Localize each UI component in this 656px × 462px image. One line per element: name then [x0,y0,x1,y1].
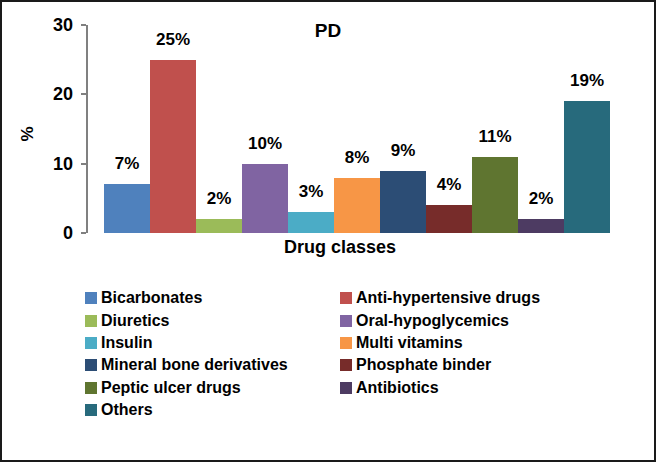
legend-item-others: Others [85,399,288,421]
legend-marker-icon [85,382,97,394]
bar-value-label: 2% [529,189,554,209]
legend-item-multi-vitamins: Multi vitamins [340,332,540,354]
legend-column-2: Anti-hypertensive drugs Oral-hypoglycemic… [340,287,540,399]
bar-value-label: 10% [248,134,282,154]
legend-item-bicarbonates: Bicarbonates [85,287,288,309]
legend-marker-icon [340,382,352,394]
bar-anti-hypertensive-drugs [150,60,196,233]
legend-marker-icon [85,292,97,304]
y-tick-mark-20 [81,93,86,95]
legend-label: Oral-hypoglycemics [356,312,509,330]
y-tick-label-10: 10 [28,154,73,174]
bar-value-label: 19% [570,71,604,91]
bar-group-phosphate-binder: 4% [426,25,472,233]
legend-marker-icon [340,292,352,304]
legend-label: Mineral bone derivatives [101,356,288,374]
bar-group-bicarbonates: 7% [104,25,150,233]
bar-oral-hypoglycemics [242,164,288,233]
bar-mineral-bone-derivatives [380,171,426,233]
bar-group-others: 19% [564,25,610,233]
bar-others [564,101,610,233]
chart-frame: PD % 0102030 7%25%2%10%3%8%9%4%11%2%19% … [0,0,656,462]
bar-group-insulin: 3% [288,25,334,233]
legend-label: Diuretics [101,312,169,330]
bar-peptic-ulcer-drugs [472,157,518,233]
bar-value-label: 9% [391,141,416,161]
bar-multi-vitamins [334,178,380,233]
legend-label: Anti-hypertensive drugs [356,289,540,307]
bar-value-label: 2% [207,189,232,209]
legend-item-insulin: Insulin [85,332,288,354]
plot-area: 7% 25% 2% 10% 3% 8% 9% 4% 11% 2% 19% [104,25,610,233]
bar-value-label: 7% [115,154,140,174]
x-axis-title: Drug classes [60,237,620,258]
bar-value-label: 25% [156,30,190,50]
bar-value-label: 8% [345,148,370,168]
y-tick-mark-10 [81,163,86,165]
bar-group-multi-vitamins: 8% [334,25,380,233]
legend-item-phosphate-binder: Phosphate binder [340,354,540,376]
bar-diuretics [196,219,242,233]
y-axis-line [86,25,88,233]
legend-item-anti-hypertensive-drugs: Anti-hypertensive drugs [340,287,540,309]
legend-marker-icon [85,315,97,327]
legend-label: Phosphate binder [356,356,491,374]
bar-insulin [288,212,334,233]
bar-bicarbonates [104,184,150,233]
bar-value-label: 11% [478,127,511,147]
legend-item-diuretics: Diuretics [85,309,288,331]
legend-item-peptic-ulcer-drugs: Peptic ulcer drugs [85,377,288,399]
legend-marker-icon [85,337,97,349]
legend-item-antibiotics: Antibiotics [340,377,540,399]
y-tick-label-30: 30 [28,15,73,35]
legend-column-1: Bicarbonates Diuretics Insulin Mineral bone… [85,287,288,421]
legend-marker-icon [340,337,352,349]
y-axis-title: % [18,122,38,146]
legend-marker-icon [340,315,352,327]
legend-label: Others [101,401,153,419]
bar-group-peptic-ulcer-drugs: 11% [472,25,518,233]
legend-marker-icon [85,359,97,371]
y-tick-mark-30 [81,24,86,26]
legend-marker-icon [85,404,97,416]
legend-marker-icon [340,359,352,371]
bar-antibiotics [518,219,564,233]
bar-group-anti-hypertensive-drugs: 25% [150,25,196,233]
legend-label: Multi vitamins [356,334,463,352]
bar-group-antibiotics: 2% [518,25,564,233]
bar-value-label: 4% [437,175,462,195]
bar-group-oral-hypoglycemics: 10% [242,25,288,233]
bar-group-mineral-bone-derivatives: 9% [380,25,426,233]
legend-item-mineral-bone-derivatives: Mineral bone derivatives [85,354,288,376]
bar-group-diuretics: 2% [196,25,242,233]
legend-label: Antibiotics [356,379,439,397]
bar-value-label: 3% [299,182,324,202]
legend-label: Peptic ulcer drugs [101,379,241,397]
legend-item-oral-hypoglycemics: Oral-hypoglycemics [340,309,540,331]
y-tick-label-20: 20 [28,84,73,104]
legend-label: Bicarbonates [101,289,202,307]
y-tick-mark-0 [81,232,86,234]
legend-label: Insulin [101,334,153,352]
bar-phosphate-binder [426,205,472,233]
